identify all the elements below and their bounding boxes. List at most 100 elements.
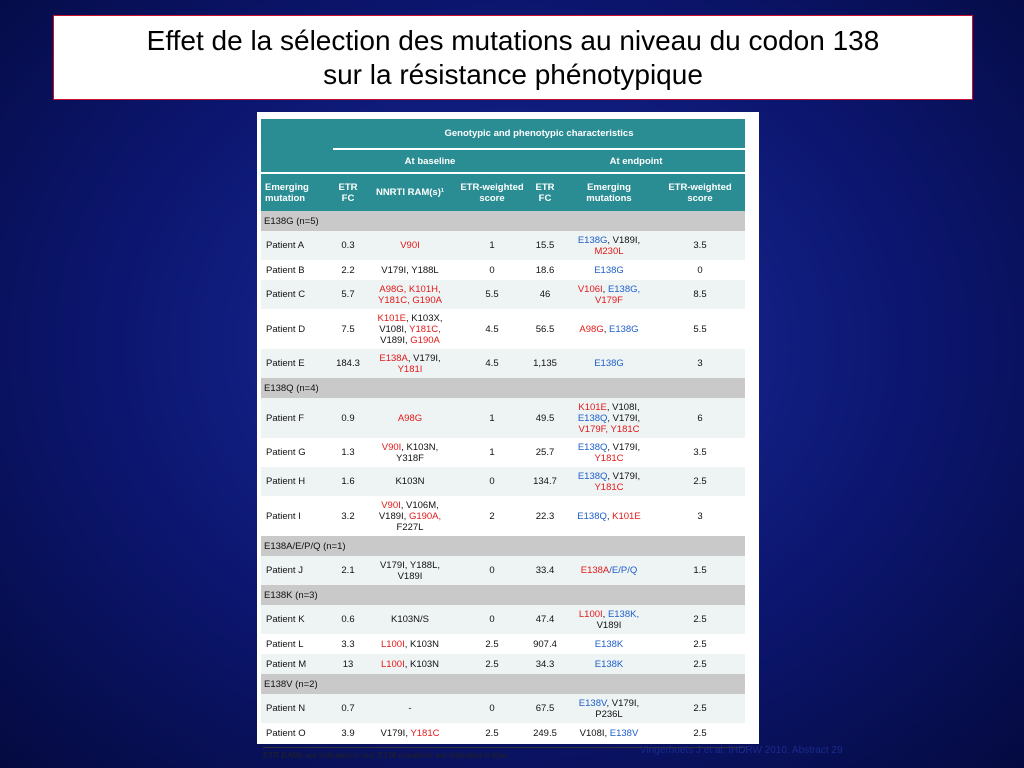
etr-fc-cell: 1.3 [333, 438, 363, 467]
mutation-text: , [602, 283, 608, 295]
group-row: E138Q (n=4) [261, 378, 745, 398]
etr-score-cell: 2.5 [457, 634, 527, 654]
mutation-text: L100I [380, 638, 405, 650]
group-row: E138G (n=5) [261, 211, 745, 231]
mutation-text: G190A, [408, 510, 442, 522]
table-row: Patient D 7.5 K101E, K103X, V108I, Y181C, V1… [261, 309, 745, 349]
col-etr-weighted-endpoint: ETR-weighted score [655, 172, 745, 211]
emerging-mutations-cell: E138G, V189I, M230L [563, 231, 655, 260]
endpoint-header: At endpoint [527, 148, 745, 173]
table-row: Patient H 1.6 K103N 0 134.7 E138Q, V179I, Y181… [261, 467, 745, 496]
etr-fc-cell: 3.9 [333, 723, 363, 743]
mutation-text: V189I [397, 570, 423, 582]
emerging-mutations-cell: E138Q, V179I, Y181C [563, 467, 655, 496]
nnrti-rams-cell: K103N/S [363, 605, 457, 634]
mutation-text: Y181I [397, 363, 423, 375]
etr-fc-cell: 3.2 [333, 496, 363, 536]
mutation-text: G190A [410, 334, 440, 346]
mutation-text: A98G [397, 412, 423, 424]
mutation-text: , V179I, [607, 470, 641, 482]
mutation-text: E138K [594, 638, 624, 650]
patient-cell: Patient N [261, 694, 333, 723]
etr-score-cell: 1 [457, 398, 527, 438]
etr-fc-cell: 3.3 [333, 634, 363, 654]
etr-score-endpoint-cell: 3.5 [655, 231, 745, 260]
super-header: Genotypic and phenotypic characteristics [333, 119, 745, 149]
mutation-text: V179I, Y188L, [379, 559, 441, 571]
group-row: E138V (n=2) [261, 674, 745, 694]
mutation-text: , [603, 323, 609, 335]
mutation-text: V179F [595, 294, 623, 306]
mutation-text: , V179I, [607, 412, 641, 424]
etr-score-endpoint-cell: 2.5 [655, 723, 745, 743]
col-etr-fc: ETR FC [333, 172, 363, 211]
etr-fc-endpoint-cell: 67.5 [527, 694, 563, 723]
mutation-text: , [606, 510, 613, 522]
emerging-mutations-cell: E138G [563, 349, 655, 378]
mutation-text: , K103N, [401, 441, 439, 453]
mutation-text: , V106M, [400, 499, 439, 511]
mutation-text: V108I, [379, 323, 410, 335]
mutation-text: E138G, [607, 283, 641, 295]
table-row: Patient O 3.9 V179I, Y181C 2.5 249.5 V108I, E… [261, 723, 745, 743]
mutation-text: V179I, Y188L [381, 264, 439, 276]
etr-score-cell: 2 [457, 496, 527, 536]
mutation-text: V189I, [380, 334, 411, 346]
nnrti-rams-cell: V179I, Y181C [363, 723, 457, 743]
nnrti-rams-cell: A98G, K101H, Y181C, G190A [363, 280, 457, 309]
mutation-text: Y181C, [409, 323, 441, 335]
mutation-text: V189I [596, 619, 622, 631]
nnrti-rams-cell: V90I [363, 231, 457, 260]
nnrti-rams-cell: A98G [363, 398, 457, 438]
mutation-text: /E/P/Q [609, 565, 638, 576]
nnrti-rams-cell: L100I, K103N [363, 654, 457, 674]
col-etr-fc-endpoint: ETR FC [527, 172, 563, 211]
group-label: E138K (n=3) [261, 585, 745, 605]
mutation-text: - [408, 703, 412, 714]
mutation-text: V179F, Y181C [578, 423, 640, 435]
etr-score-endpoint-cell: 2.5 [655, 694, 745, 723]
mutation-text: , V108I, [606, 401, 640, 413]
nnrti-rams-cell: V179I, Y188L [363, 260, 457, 280]
emerging-mutations-cell: E138V, V179I, P236L [563, 694, 655, 723]
etr-score-cell: 2.5 [457, 723, 527, 743]
patient-cell: Patient A [261, 231, 333, 260]
mutation-text: , K103X, [406, 312, 443, 324]
etr-fc-cell: 0.6 [333, 605, 363, 634]
mutation-text: E138Q [577, 412, 608, 424]
mutation-text: , K103N [404, 658, 440, 670]
etr-fc-cell: 13 [333, 654, 363, 674]
etr-score-cell: 0 [457, 467, 527, 496]
nnrti-rams-cell: E138A, V179I, Y181I [363, 349, 457, 378]
patient-cell: Patient K [261, 605, 333, 634]
group-label: E138A/E/P/Q (n=1) [261, 536, 745, 556]
mutation-text: , V179I, [407, 352, 441, 364]
patient-cell: Patient O [261, 723, 333, 743]
table-row: Patient C 5.7 A98G, K101H, Y181C, G190A 5.5 4… [261, 280, 745, 309]
etr-score-cell: 4.5 [457, 349, 527, 378]
mutation-text: K103N/S [390, 614, 430, 625]
etr-score-cell: 4.5 [457, 309, 527, 349]
patient-cell: Patient F [261, 398, 333, 438]
mutation-text: L100I [380, 658, 405, 670]
etr-score-endpoint-cell: 2.5 [655, 605, 745, 634]
nnrti-rams-cell: K101E, K103X, V108I, Y181C, V189I, G190A [363, 309, 457, 349]
etr-fc-endpoint-cell: 34.3 [527, 654, 563, 674]
table-row: Patient L 3.3 L100I, K103N 2.5 907.4 E138K 2.5 [261, 634, 745, 654]
nnrti-rams-cell: K103N [363, 467, 457, 496]
table-row: Patient E 184.3 E138A, V179I, Y181I 4.5 1,135… [261, 349, 745, 378]
mutation-text: F227L [396, 521, 424, 533]
table-row: Patient F 0.9 A98G 1 49.5 K101E, V108I, E138Q,… [261, 398, 745, 438]
mutation-text: V179I, [380, 727, 411, 739]
mutation-text: E138G [609, 323, 639, 335]
mutation-text: , [602, 608, 608, 620]
etr-score-cell: 2.5 [457, 654, 527, 674]
mutation-text: E138K, [607, 608, 640, 620]
mutation-text: E138Q [577, 510, 607, 522]
etr-score-endpoint-cell: 2.5 [655, 654, 745, 674]
source-citation: Vingerhoets J et al. IHDRW 2010. Abstrac… [640, 745, 843, 756]
etr-fc-endpoint-cell: 46 [527, 280, 563, 309]
etr-score-endpoint-cell: 1.5 [655, 556, 745, 585]
mutation-text: E138G [577, 234, 608, 246]
